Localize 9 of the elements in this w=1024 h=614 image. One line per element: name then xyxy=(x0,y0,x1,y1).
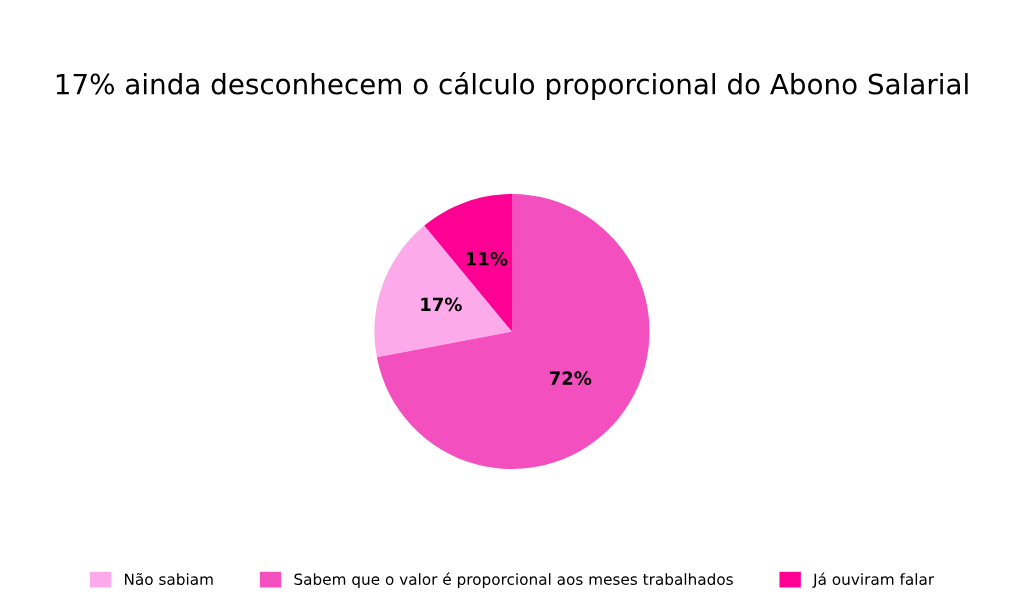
legend-label: Já ouviram falar xyxy=(812,572,935,588)
pie-slice xyxy=(374,225,512,358)
legend-label: Não sabiam xyxy=(124,572,213,586)
data-label: 17% xyxy=(421,297,462,312)
data-label: 72% xyxy=(549,371,592,386)
pie-slice xyxy=(376,194,650,470)
data-label: 11% xyxy=(466,251,508,266)
chart-title: 17% ainda desconhecem o cálculo proporcional do Abono Salarial xyxy=(56,71,968,100)
legend-label: Sabem que o valor é proporcional aos meses trabalhados xyxy=(294,572,733,588)
